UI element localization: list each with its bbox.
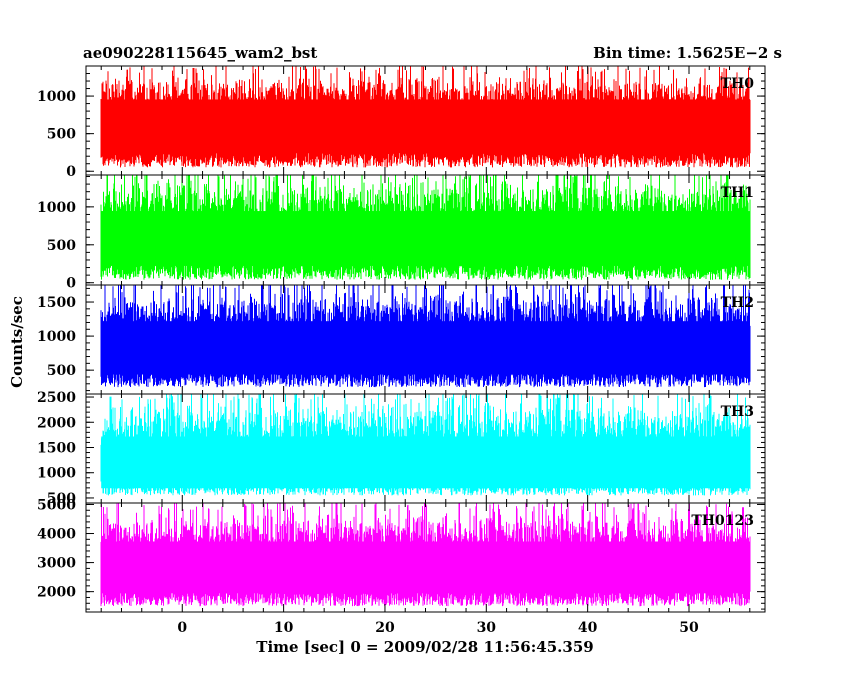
x-tick-label: 40	[578, 620, 598, 636]
y-tick-label: 2000	[37, 585, 76, 601]
y-tick-label: 1000	[37, 200, 76, 216]
y-tick-label: 2500	[37, 390, 76, 406]
panel-label-th0123: TH0123	[691, 513, 754, 529]
y-tick-label: 500	[47, 491, 76, 507]
y-tick-label: 0	[66, 276, 76, 292]
y-tick-label: 2000	[37, 415, 76, 431]
panel-label-th1: TH1	[721, 185, 754, 201]
y-tick-label: 1000	[37, 329, 76, 345]
series-core-th1	[101, 211, 750, 266]
panel-label-th2: TH2	[721, 295, 754, 311]
series-core-th0	[101, 99, 750, 151]
x-tick-label: 50	[679, 620, 699, 636]
panel-label-th3: TH3	[721, 404, 754, 420]
series-core-th0123	[101, 541, 750, 594]
y-axis-label: Counts/sec	[8, 296, 26, 388]
y-tick-label: 4000	[37, 527, 76, 543]
x-tick-label: 30	[477, 620, 497, 636]
y-tick-label: 500	[47, 127, 76, 143]
series-core-th3	[101, 436, 750, 489]
bin-time-label: Bin time: 1.5625E−2 s	[593, 44, 782, 62]
y-tick-label: 500	[47, 238, 76, 254]
panel-label-th0: TH0	[721, 76, 755, 92]
chart-title-left: ae090228115645_wam2_bst	[83, 44, 318, 62]
series-core-th2	[101, 321, 750, 375]
y-tick-label: 500	[47, 363, 76, 379]
x-axis-label: Time [sec] 0 = 2009/02/28 11:56:45.359	[256, 638, 594, 656]
x-tick-label: 20	[375, 620, 395, 636]
y-tick-label: 1500	[37, 440, 76, 456]
y-tick-label: 1000	[37, 89, 76, 105]
y-tick-label: 0	[66, 164, 76, 180]
y-tick-label: 1000	[37, 466, 76, 482]
x-tick-label: 10	[274, 620, 294, 636]
x-tick-label: 0	[177, 620, 187, 636]
y-tick-label: 5000	[37, 497, 76, 513]
y-tick-label: 1500	[37, 295, 76, 311]
y-tick-label: 3000	[37, 556, 76, 572]
